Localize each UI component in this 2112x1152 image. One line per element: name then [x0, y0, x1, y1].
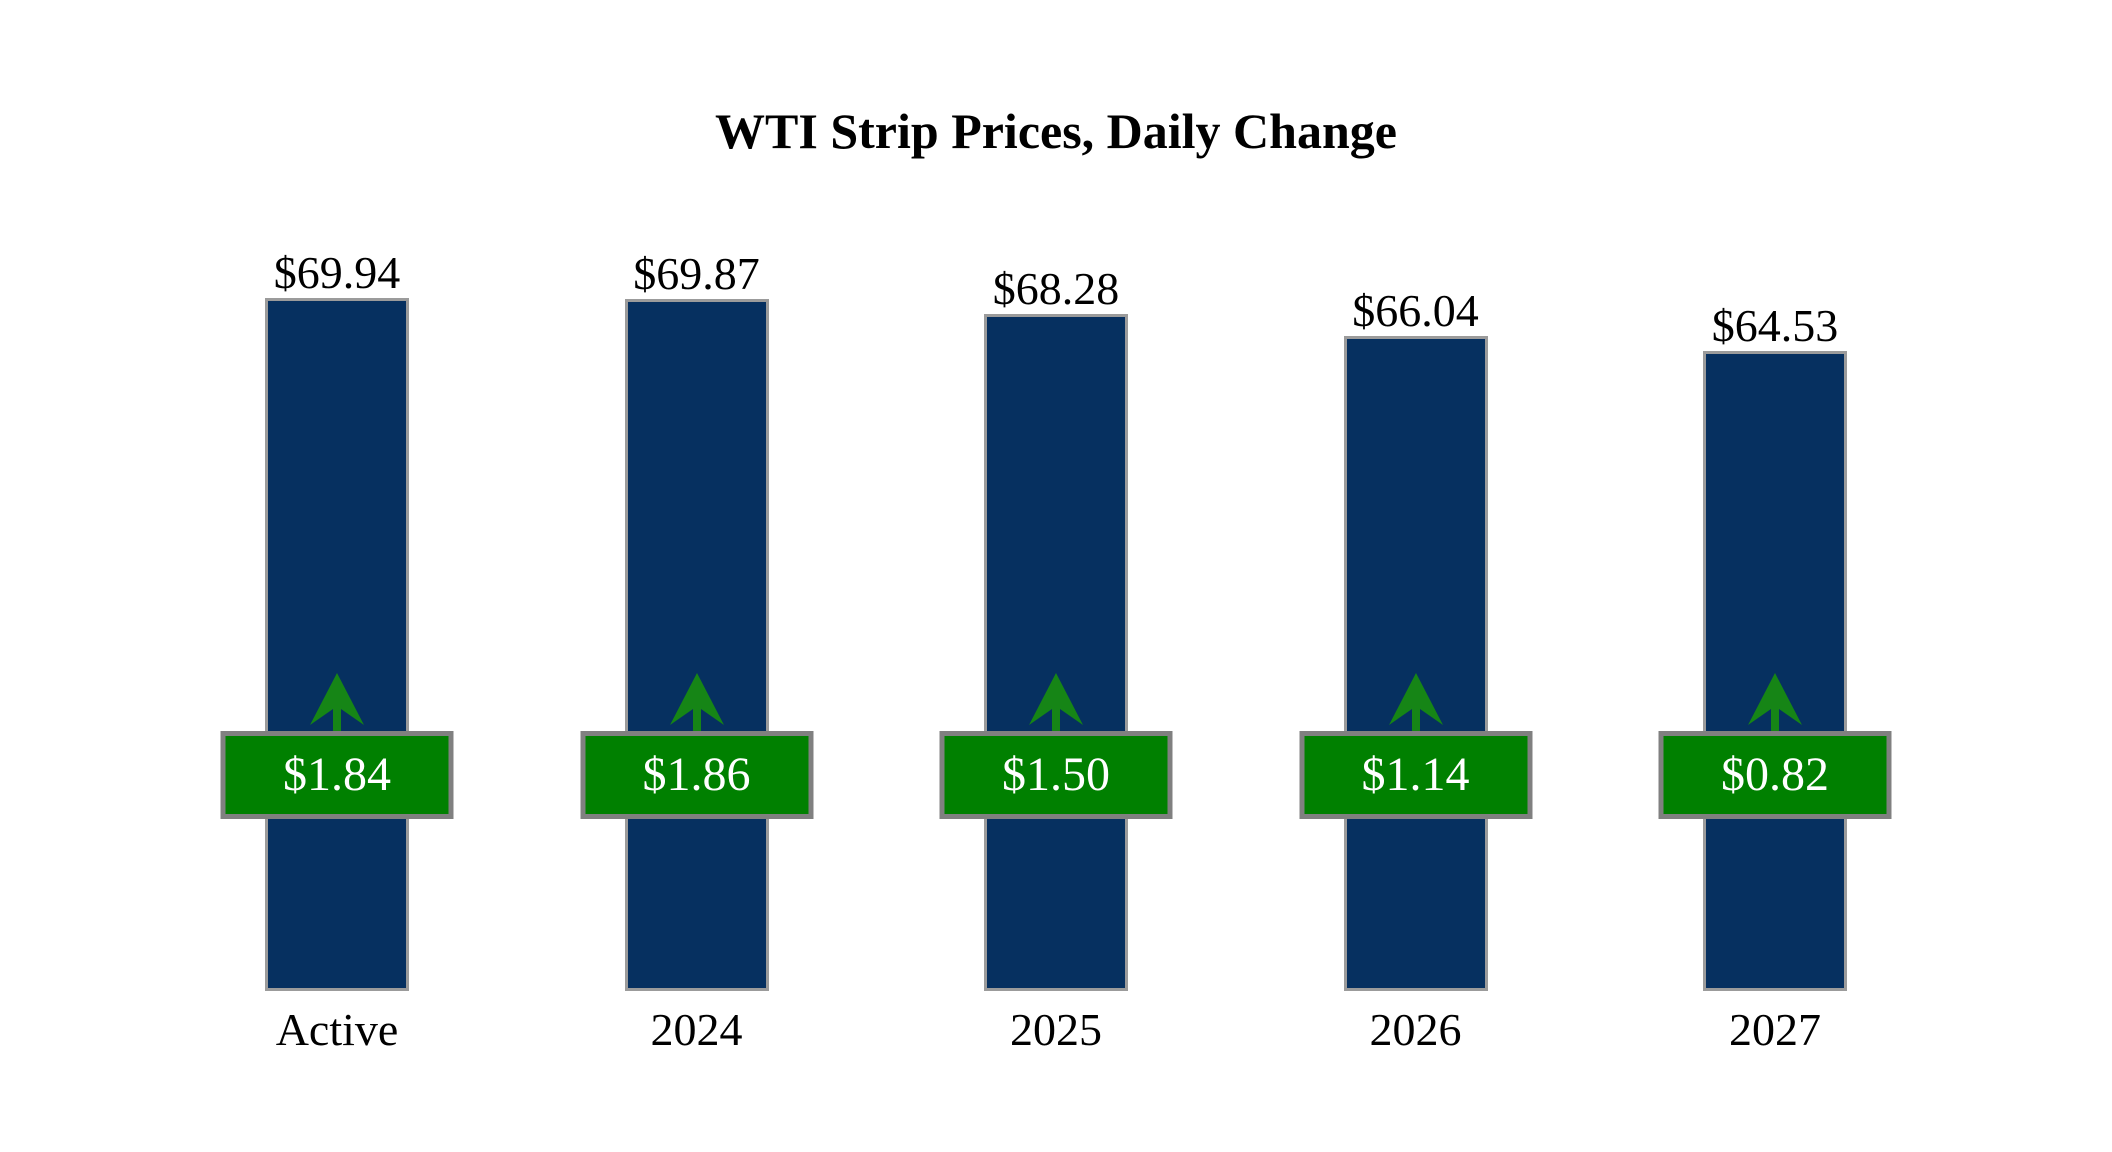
daily-change-label: $1.86 [642, 748, 751, 801]
bar [1343, 336, 1488, 991]
bar [624, 298, 769, 991]
bar-group: $64.53 $0.82 2027 [1595, 0, 1955, 1152]
daily-change-badge: $1.50 [939, 731, 1173, 819]
bar-value-label: $64.53 [1711, 300, 1839, 352]
daily-change-label: $1.14 [1361, 748, 1470, 801]
daily-change-badge: $0.82 [1658, 731, 1892, 819]
bar-value-label: $69.87 [633, 247, 760, 299]
bar-group: $68.28 $1.50 2025 [876, 0, 1236, 1152]
up-arrow-icon [1029, 673, 1083, 731]
bar [984, 314, 1128, 991]
category-label: 2027 [1729, 1004, 1821, 1055]
daily-change-label: $1.84 [283, 748, 391, 801]
daily-change-label: $1.50 [1002, 748, 1110, 801]
daily-change-badge: $1.84 [220, 731, 454, 819]
bar [265, 297, 409, 991]
category-label: 2026 [1369, 1004, 1462, 1055]
bar-value-label: $66.04 [1352, 285, 1479, 337]
up-arrow-icon [669, 673, 724, 731]
category-label: 2025 [1010, 1004, 1102, 1055]
up-arrow-icon [310, 673, 364, 731]
bar-group: $69.87 $1.86 2024 [517, 0, 877, 1152]
bar [1703, 351, 1847, 991]
daily-change-badge: $1.14 [1299, 731, 1532, 819]
bar-group: $66.04 $1.14 2026 [1236, 0, 1596, 1152]
up-arrow-icon [1748, 673, 1802, 731]
chart-title: WTI Strip Prices, Daily Change [715, 103, 1397, 159]
bar-value-label: $69.94 [273, 246, 401, 298]
category-label: Active [275, 1004, 399, 1055]
daily-change-label: $0.82 [1721, 748, 1829, 801]
bar-group: $69.94 $1.84 Active [157, 0, 517, 1152]
up-arrow-icon [1388, 673, 1443, 731]
daily-change-badge: $1.86 [580, 731, 813, 819]
bar-value-label: $68.28 [992, 263, 1120, 315]
category-label: 2024 [650, 1004, 743, 1055]
